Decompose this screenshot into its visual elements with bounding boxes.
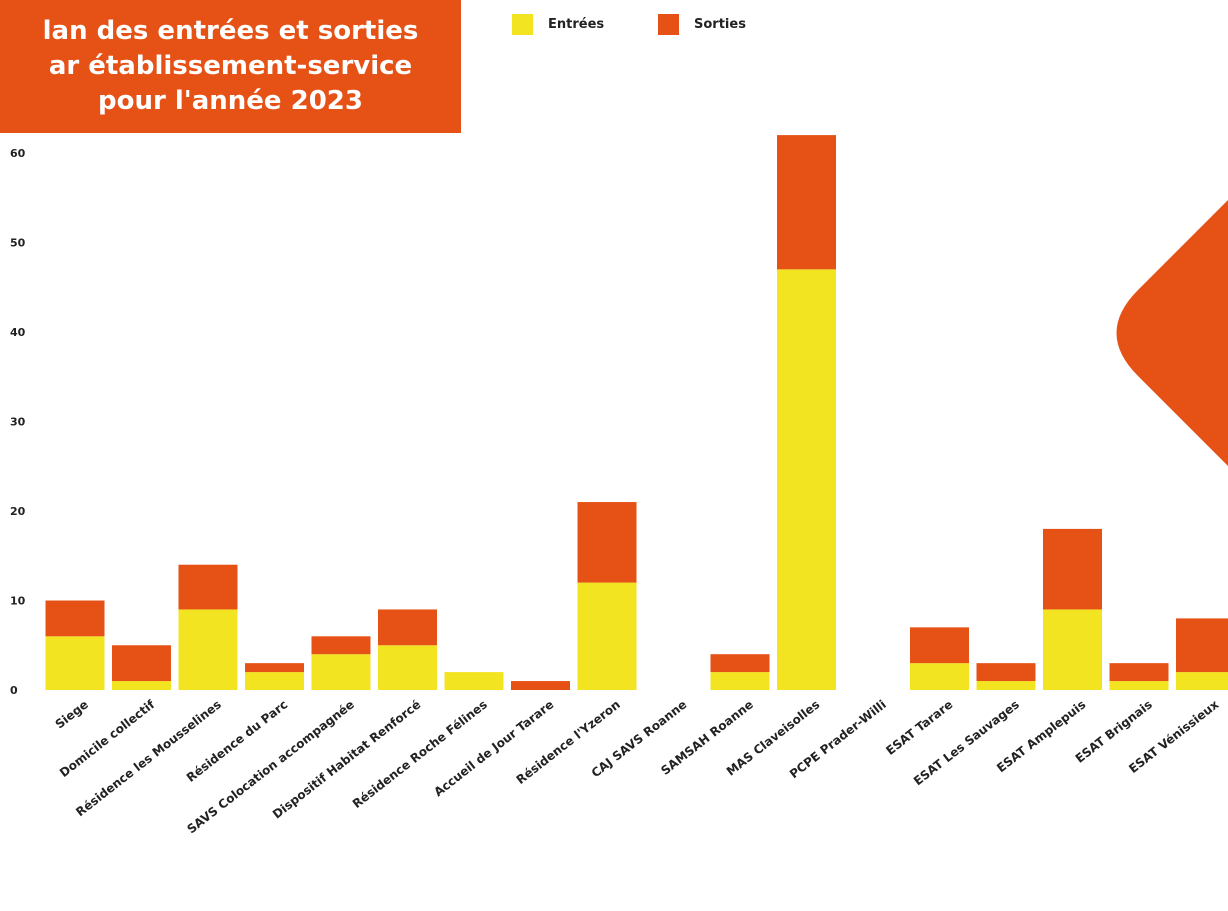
y-tick-label: 60 [10,147,26,160]
legend-label-sorties: Sorties [694,16,746,32]
legend-label-entrees: Entrées [548,16,605,32]
bar-sorties [777,135,836,270]
bar-entrees [910,663,969,690]
legend-swatch-entrees [512,13,533,35]
y-tick-label: 30 [10,416,26,429]
bar-entrees [245,672,304,690]
bar-entrees [112,681,171,690]
bar-entrees [378,645,437,690]
bar-entrees [710,672,770,690]
bar-sorties [1176,618,1228,673]
y-tick-label: 10 [10,595,26,608]
bar-entrees [777,269,836,690]
decorative-chevron-shape [1116,200,1228,466]
y-tick-label: 40 [10,326,26,339]
chart-title-box: lan des entrées et sorties ar établissem… [0,0,461,133]
bar-sorties [976,663,1036,682]
y-tick-label: 50 [10,237,26,250]
legend-item-sorties: Sorties [658,12,746,36]
bar-sorties [178,564,238,610]
bar-entrees [1176,672,1228,690]
legend-swatch-sorties [658,13,679,35]
bar-entrees [577,582,637,690]
bar-entrees [444,672,504,690]
bar-sorties [1109,663,1169,682]
bar-entrees [1043,609,1102,690]
y-tick-label: 20 [10,505,26,518]
bar-entrees [1109,681,1169,690]
legend-item-entrees: Entrées [512,12,604,36]
bar-entrees [178,609,238,690]
bar-sorties [577,502,637,583]
bar-entrees [311,654,371,690]
bar-sorties [245,663,304,673]
bar-sorties [311,636,371,655]
bar-entrees [45,636,105,690]
bar-sorties [910,627,969,664]
y-tick-label: 0 [10,684,18,697]
bar-sorties [511,681,570,690]
bar-sorties [112,645,171,682]
chart-title-line-2: ar établissement-service [48,51,413,81]
bar-sorties [378,609,437,646]
chart-title-line-1: lan des entrées et sorties [42,16,419,46]
bar-entrees [976,681,1036,690]
bar-sorties [45,600,105,637]
chart-title-line-3: pour l'année 2023 [98,86,363,116]
bar-sorties [1043,528,1102,610]
bar-sorties [710,654,770,673]
